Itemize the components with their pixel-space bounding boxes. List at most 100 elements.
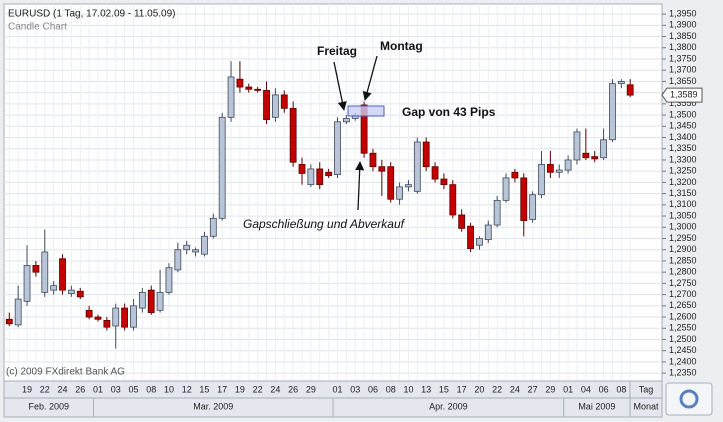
candle-body [5,318,13,325]
refresh-icon[interactable] [679,389,699,409]
x-axis-caption: Tag [639,384,654,394]
candle-body [156,291,164,311]
month-axis-caption: Monat [633,401,659,411]
y-tick-label: 1,3450 [669,121,697,131]
candle-body [245,86,253,90]
candle-body [32,265,40,273]
candle-body [476,238,483,246]
refresh-button[interactable] [665,382,713,416]
y-tick-label: 1,3000 [669,222,697,232]
candle-body [165,267,173,293]
x-tick-label: 29 [545,384,555,394]
x-tick-label: 15 [199,384,209,394]
x-tick-label: 10 [164,384,174,394]
candle-body [112,307,120,327]
last-price-label: 1,3589 [670,89,698,99]
y-tick-label: 1,3150 [669,188,697,198]
candle-body [67,289,75,294]
x-tick-label: 26 [75,384,85,394]
y-tick-label: 1,3200 [669,177,697,187]
y-tick-label: 1,2450 [669,345,697,355]
candle-body [396,186,403,200]
x-tick-label: 10 [403,384,413,394]
candle-body [271,94,279,118]
candle-body [600,139,607,159]
y-tick-label: 1,2850 [669,255,697,265]
x-tick-label: 20 [474,384,484,394]
candle-body [431,166,439,180]
month-label: Mai 2009 [578,401,615,411]
candle-body [316,168,324,186]
candle-body [449,184,457,216]
x-tick-label: 05 [128,384,138,394]
candle-body [520,177,528,221]
candle-body [174,249,182,271]
x-tick-label: 04 [581,384,591,394]
candle-body [458,214,466,229]
x-tick-label: 15 [439,384,449,394]
x-tick-label: 24 [58,384,68,394]
candle-body [342,118,350,123]
y-tick-label: 1,3500 [669,109,697,119]
candle-body [23,265,31,302]
y-tick-label: 1,2800 [669,267,697,277]
candle-body [218,116,226,219]
candle-body [94,316,102,320]
x-tick-label: 13 [421,384,431,394]
candle-body [493,199,501,226]
month-label: Apr. 2009 [429,401,468,411]
candle-body [405,184,412,188]
candle-body [85,309,93,318]
x-tick-label: 08 [616,384,626,394]
y-tick-label: 1,2400 [669,356,697,366]
candle-body [334,121,341,175]
x-tick-label: 22 [40,384,50,394]
x-tick-label: 22 [492,384,502,394]
last-price-box [661,87,703,103]
candle-body [192,249,199,253]
candle-body [555,169,563,173]
candle-body [254,88,262,91]
candle-body [209,217,217,237]
candle-body [298,164,306,174]
candle-body [183,244,191,251]
x-tick-label: 26 [288,384,298,394]
candle-body [387,166,395,200]
candle-body [413,141,421,192]
candle-body [76,290,84,298]
candle-body [440,178,448,186]
candle-body [138,291,146,309]
candle-body [263,89,270,120]
y-tick-label: 1,3950 [669,8,697,18]
candle-body [369,152,377,168]
chart-title: EURUSD (1 Tag, 17.02.09 - 11.05.09) [8,9,176,20]
candle-body [546,164,554,173]
y-tick-label: 1,2950 [669,233,697,243]
chart-subtitle: Candle Chart [8,22,67,33]
y-tick-label: 1,2900 [669,244,697,254]
plot-area [3,3,663,382]
monday-arrow [362,55,378,101]
y-tick-label: 1,3700 [669,65,697,75]
x-tick-label: 19 [22,384,32,394]
candle-body [573,131,581,161]
y-tick-label: 1,2700 [669,289,697,299]
x-tick-label: 01 [93,384,103,394]
candle-body [360,104,368,154]
x-tick-label: 29 [306,384,316,394]
candle-body [147,289,155,313]
candle-body [422,141,430,168]
candle-body [41,251,49,293]
y-tick-label: 1,3650 [669,76,697,86]
candle-body [617,81,625,85]
candle-body [50,285,58,291]
candle-body [626,84,634,96]
y-tick-label: 1,3300 [669,154,697,164]
candle-body [538,164,545,196]
x-tick-label: 06 [599,384,609,394]
candle-body [103,320,111,328]
x-tick-label: 27 [528,384,538,394]
annotation: Gapschließung und Abverkauf [243,217,406,231]
candle-body [564,159,572,171]
